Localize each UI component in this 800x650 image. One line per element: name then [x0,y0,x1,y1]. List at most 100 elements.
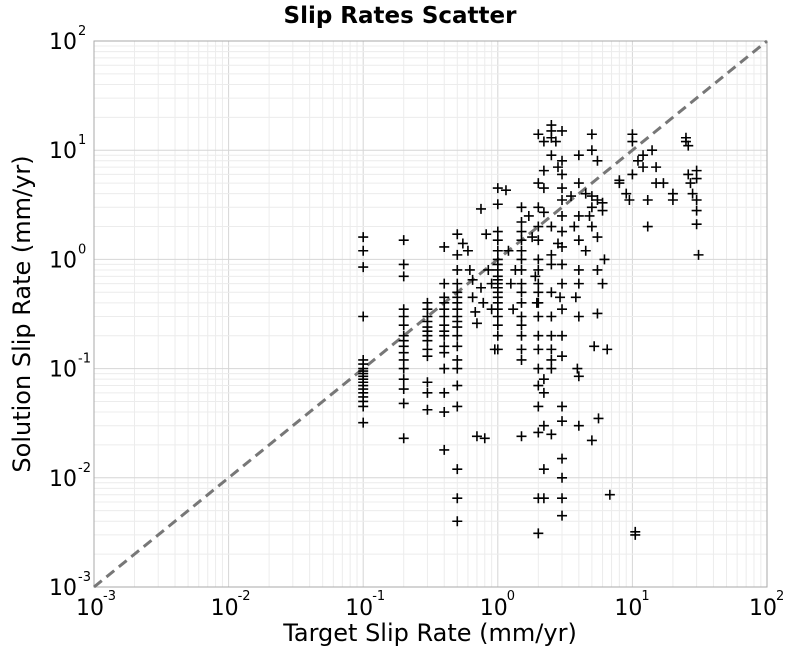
data-point [478,297,489,308]
data-point [398,384,409,395]
y-tick-base: 10 [49,576,77,601]
x-tick-base: 10 [76,596,104,621]
x-tick-labels: 10 -3 10 -2 10 -1 10 0 10 1 10 2 [76,589,784,621]
data-point [398,311,409,322]
data-point [683,169,694,180]
data-point [557,351,568,362]
data-point [557,330,568,341]
data-point [500,185,511,196]
data-point [422,335,433,346]
data-point [691,173,702,184]
data-point [492,344,503,355]
data-point [439,311,450,322]
y-tick-label: 10 -2 [49,461,91,492]
y-tick-exponent: -3 [78,570,91,585]
data-point [546,354,557,365]
data-point [452,278,463,289]
data-point [523,210,534,221]
data-point [398,259,409,270]
data-point [638,162,649,173]
data-point [530,271,541,282]
data-point [471,318,482,329]
data-point [538,387,549,398]
data-point [516,202,527,213]
data-point [422,404,433,415]
data-point [533,297,544,308]
y-tick-base: 10 [49,467,77,492]
data-point [557,125,568,136]
data-point [452,380,463,391]
x-tick-exponent: -2 [238,589,251,604]
data-point [462,245,473,256]
data-point [555,292,566,303]
data-point [422,351,433,362]
data-point [546,344,557,355]
data-point [538,464,549,475]
data-point [557,210,568,221]
data-point [533,344,544,355]
data-point [533,380,544,391]
data-point [557,493,568,504]
data-point [439,407,450,418]
data-point [452,493,463,504]
data-point [557,226,568,237]
data-point [358,417,369,428]
data-point [557,416,568,427]
data-point [592,194,603,205]
data-point [398,398,409,409]
data-point [516,245,527,256]
data-point [557,510,568,521]
data-point [557,453,568,464]
data-point [533,278,544,289]
data-point [533,221,544,232]
data-point [632,155,643,166]
x-tick-label: 10 -2 [211,589,251,621]
x-tick-base: 10 [749,596,777,621]
data-point [398,235,409,246]
data-point [422,387,433,398]
data-point [584,210,595,221]
data-point [557,259,568,270]
data-point [546,429,557,440]
data-point [516,320,527,331]
data-point [358,232,369,243]
y-tick-exponent: 0 [78,242,86,257]
data-point [566,191,577,202]
data-point [557,472,568,483]
y-tick-base: 10 [49,358,77,383]
data-point [452,322,463,333]
data-point [452,354,463,365]
data-point [602,344,613,355]
data-point [592,232,603,243]
data-point [527,232,538,243]
data-point [630,529,641,540]
data-point [479,433,490,444]
data-point [398,374,409,385]
data-point [481,229,492,240]
data-point [538,165,549,176]
data-point [452,516,463,527]
data-point [533,178,544,189]
data-point [452,363,463,374]
data-point [398,320,409,331]
data-point [573,235,584,246]
data-point [573,178,584,189]
data-point [533,311,544,322]
x-tick-base: 10 [480,596,508,621]
x-tick-base: 10 [211,596,239,621]
scatter-points [358,120,704,540]
data-point [516,297,527,308]
data-point [572,363,583,374]
data-point [687,188,698,199]
data-point [570,292,581,303]
data-point [557,278,568,289]
data-point [516,431,527,442]
data-point [470,306,481,317]
data-point [439,330,450,341]
data-point [693,249,704,260]
data-point [557,304,568,315]
data-point [538,207,549,218]
y-tick-label: 10 1 [49,133,86,164]
data-point [624,194,635,205]
